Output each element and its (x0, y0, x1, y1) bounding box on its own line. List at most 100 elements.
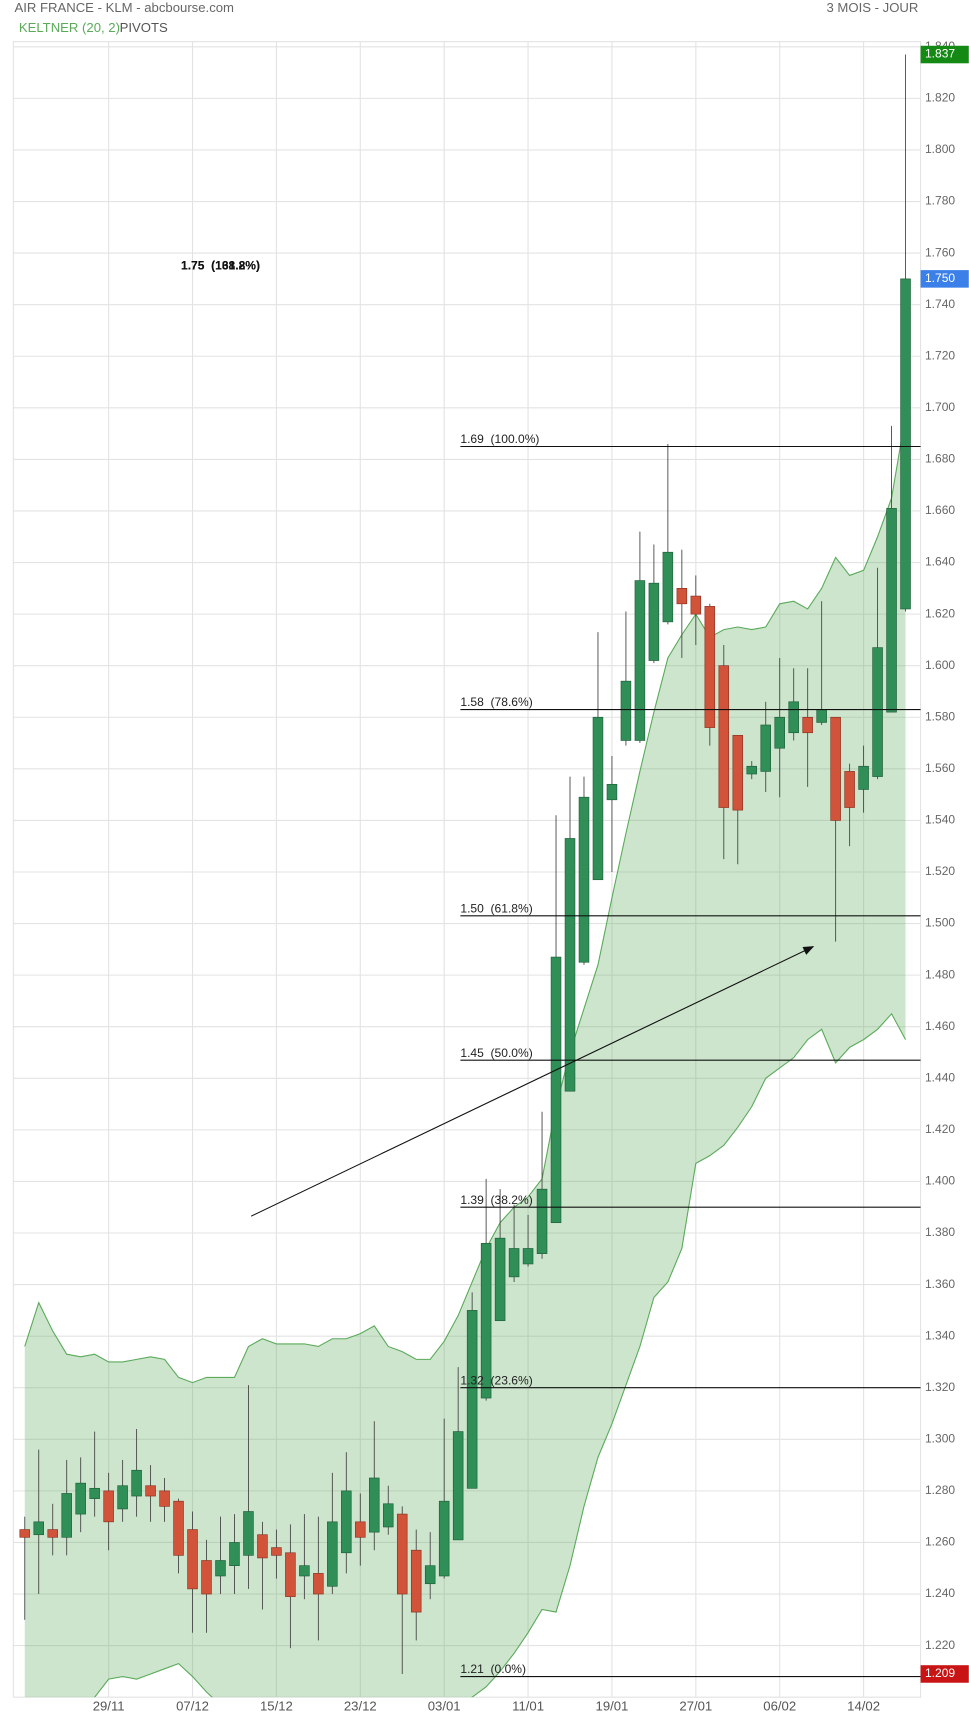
candle-body (159, 1490, 170, 1507)
candle-body (760, 724, 771, 772)
candle-body (732, 734, 744, 811)
y-tick-label: 1.400 (925, 1174, 955, 1188)
y-tick-label: 1.300 (925, 1431, 955, 1445)
candle-body (257, 1534, 268, 1559)
price-badge (920, 270, 969, 288)
grid-layer (12, 41, 922, 1698)
y-tick-label: 1.320 (925, 1380, 955, 1394)
candle-body (424, 1565, 436, 1585)
x-tick-label: 19/01 (596, 1699, 629, 1714)
price-badge-label: 1.750 (925, 271, 955, 285)
y-tick-label: 1.220 (925, 1638, 955, 1652)
price-badge-label: 1.209 (925, 1666, 955, 1680)
y-tick-label: 1.440 (925, 1070, 955, 1084)
candle-body (299, 1565, 310, 1577)
candle-body (816, 709, 827, 723)
candle-body (173, 1500, 184, 1556)
candle-body (578, 796, 590, 963)
candle-body (746, 765, 758, 775)
candle-body (382, 1503, 394, 1528)
y-tick-label: 1.340 (925, 1328, 955, 1342)
candle-layer (19, 54, 911, 1674)
candle-body (634, 580, 646, 741)
keltner-upper (24, 415, 907, 1384)
candle-body (201, 1560, 212, 1595)
x-tick-label: 06/02 (763, 1699, 796, 1714)
candle-body (774, 716, 785, 749)
y-tick-label: 1.380 (925, 1225, 955, 1239)
candle-body (508, 1248, 520, 1278)
y-tick-label: 1.740 (925, 297, 955, 311)
candle-body (802, 716, 813, 734)
candle-body (690, 595, 702, 615)
y-tick-label: 1.680 (925, 452, 955, 466)
x-tick-label: 15/12 (260, 1699, 293, 1714)
y-tick-label: 1.800 (925, 142, 955, 156)
y-tick-label: 1.780 (925, 194, 955, 208)
candle-body (75, 1482, 86, 1515)
overlap-label: 1.75 (138.2%) (181, 258, 260, 272)
candle-body (47, 1529, 58, 1538)
candle-body (61, 1493, 72, 1538)
y-tick-label: 1.540 (925, 813, 955, 827)
fib-label: 1.58 (78.6%) (460, 695, 532, 709)
y-tick-label: 1.240 (925, 1586, 955, 1600)
candle-body (452, 1431, 464, 1541)
candle-body (187, 1529, 198, 1590)
overlay-layer: 1.220 1.240 1.260 1.280 1.300 1.320 1.340 1.360… (93, 39, 969, 1714)
candle-body (494, 1237, 506, 1322)
keltner-lower (93, 1012, 907, 1698)
candle-body (313, 1573, 324, 1595)
y-tick-label: 1.760 (925, 245, 955, 259)
candle-body (215, 1560, 226, 1577)
y-tick-label: 1.520 (925, 864, 955, 878)
candle-body (410, 1549, 422, 1613)
candle-body (396, 1513, 408, 1595)
candle-body (550, 956, 562, 1224)
candle-body (592, 716, 604, 881)
candle-body (648, 582, 660, 661)
plot-frame (12, 41, 922, 1698)
overlap-label: 1.75 (161.8%) (181, 258, 260, 272)
candle-body (788, 701, 799, 734)
x-tick-label: 07/12 (176, 1699, 209, 1714)
keltner-band (24, 415, 906, 1698)
candle-body (522, 1248, 534, 1265)
candle-body (886, 508, 897, 713)
period-label: 3 MOIS - JOUR (826, 0, 918, 15)
candle-body (536, 1188, 548, 1254)
x-tick-label: 27/01 (679, 1699, 712, 1714)
indicator-label[interactable]: KELTNER (20, 2) (19, 20, 120, 35)
y-tick-label: 1.360 (925, 1277, 955, 1291)
candle-body (229, 1542, 240, 1566)
candle-body (438, 1500, 450, 1577)
candle-body (830, 716, 841, 821)
band-layer (24, 415, 907, 1698)
candle-body (466, 1310, 478, 1489)
fib-label: 1.39 (38.2%) (460, 1193, 532, 1207)
x-tick-label: 23/12 (344, 1699, 377, 1714)
chart-title: AIR FRANCE - KLM - abcbourse.com (14, 0, 234, 15)
candle-body (243, 1511, 254, 1556)
fib-label: 1.50 (61.8%) (460, 901, 532, 915)
trend-arrow (250, 946, 815, 1217)
candle-body (89, 1487, 100, 1499)
y-tick-label: 1.260 (925, 1535, 955, 1549)
candle-body (718, 665, 730, 808)
candle-body (858, 765, 869, 790)
y-tick-label: 1.700 (925, 400, 955, 414)
y-tick-label: 1.820 (925, 91, 955, 105)
candle-body (676, 587, 688, 605)
candle-body (620, 680, 632, 741)
y-tick-label: 1.660 (925, 503, 955, 517)
y-tick-label: 1.280 (925, 1483, 955, 1497)
candle-body (844, 771, 855, 808)
indicator-label[interactable]: PIVOTS (120, 20, 168, 35)
candle-body (662, 551, 674, 623)
y-tick-label: 1.620 (925, 606, 955, 620)
candle-body (872, 647, 883, 777)
fib-label: 1.32 (23.6%) (460, 1373, 532, 1387)
candle-body (131, 1469, 142, 1497)
